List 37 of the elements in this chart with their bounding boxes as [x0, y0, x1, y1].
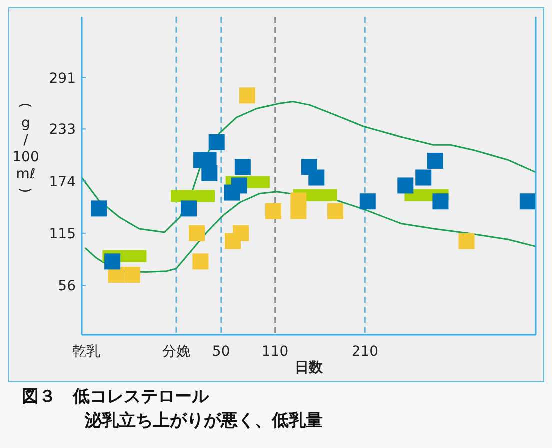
point: [432, 194, 449, 210]
y-tick-label: 291: [49, 70, 76, 87]
y-tick-label: 233: [49, 122, 76, 138]
point: [192, 254, 209, 270]
point: [180, 200, 197, 217]
point: [290, 203, 307, 220]
x-tick-label: 乾乳: [72, 344, 100, 360]
text: 図３ 低コレステロール: [22, 387, 210, 407]
point: [427, 152, 444, 169]
point: [202, 165, 218, 182]
line-series: [81, 101, 537, 234]
point: [520, 194, 536, 210]
point: [91, 200, 108, 217]
point: [189, 225, 206, 242]
point: [308, 170, 325, 186]
point: [234, 159, 251, 176]
x-tick-label: 110: [262, 344, 289, 360]
x-axis-title: 日数: [295, 360, 324, 376]
point: [124, 266, 140, 283]
y-axis-title: (g/100mℓ): [12, 102, 40, 194]
y-tick-label: 115: [49, 226, 76, 242]
y-tick-label: 56: [58, 278, 76, 295]
point: [208, 134, 225, 150]
point: [265, 203, 282, 220]
point: [398, 178, 414, 194]
point: [233, 225, 250, 242]
text: 泌乳立ち上がりが悪く、低乳量: [84, 411, 323, 431]
x-tick-label: 210: [352, 344, 379, 360]
point: [360, 194, 376, 210]
point: [104, 254, 121, 270]
x-tick-label: 50: [212, 344, 230, 360]
y-tick-label: 174: [49, 174, 76, 190]
point: [328, 203, 344, 220]
point: [458, 233, 475, 250]
x-tick-label: 分娩: [162, 344, 190, 360]
point: [416, 170, 432, 186]
point: [239, 88, 256, 104]
